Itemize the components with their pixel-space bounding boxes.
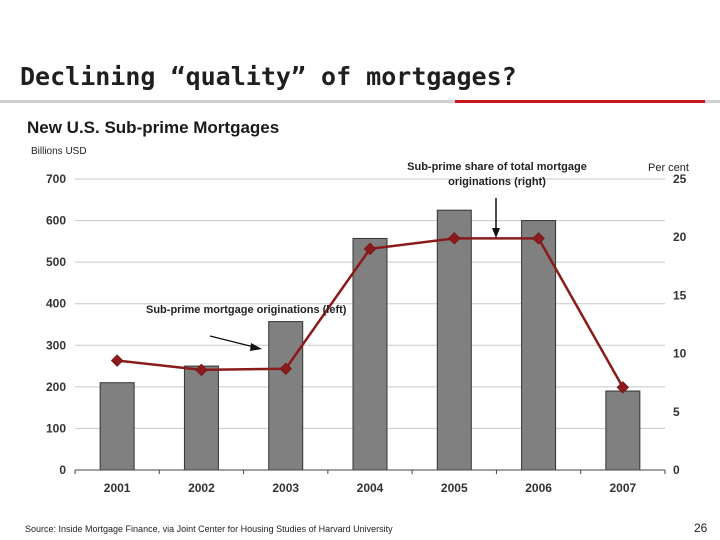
share-marker [279, 362, 293, 376]
chart-title: New U.S. Sub-prime Mortgages [27, 118, 280, 137]
page-number: 26 [694, 521, 708, 535]
bar [352, 237, 388, 471]
title-accent-bar [455, 100, 705, 103]
x-tick-label: 2007 [610, 481, 637, 495]
bar [99, 382, 135, 471]
y-left-tick-label: 500 [46, 255, 66, 269]
right-axis-unit: Per cent [648, 162, 689, 174]
x-tick-label: 2001 [104, 481, 131, 495]
x-tick-label: 2002 [188, 481, 215, 495]
annotation-share-right: Sub-prime share of total mortgage origin… [407, 161, 587, 188]
bar [268, 321, 304, 471]
y-right-tick-label: 5 [673, 405, 680, 419]
share-marker [195, 363, 208, 377]
left-axis-unit: Billions USD [31, 146, 87, 157]
y-left-tick-label: 400 [46, 297, 66, 311]
bar [605, 390, 641, 471]
y-right-tick-label: 0 [673, 463, 680, 477]
bar [436, 209, 472, 471]
annotation-arrowhead-left [250, 343, 262, 351]
x-tick-label: 2005 [441, 481, 468, 495]
x-tick-label: 2003 [272, 481, 299, 495]
y-right-tick-label: 25 [673, 172, 687, 186]
y-left-tick-label: 700 [46, 172, 66, 186]
annotation-arrow-left [209, 335, 255, 348]
source-note: Source: Inside Mortgage Finance, via Joi… [25, 524, 393, 534]
share-marker [532, 232, 545, 245]
share-marker [447, 232, 461, 245]
title-divider [0, 100, 720, 103]
share-marker [363, 242, 377, 256]
y-left-tick-label: 100 [46, 421, 66, 435]
share-marker [616, 381, 630, 394]
y-right-tick-label: 15 [673, 288, 687, 302]
y-left-tick-label: 200 [46, 380, 66, 394]
annotation-arrows [209, 198, 500, 351]
slide-title: Declining “quality” of mortgages? [20, 62, 517, 91]
y-left-tick-label: 300 [46, 338, 66, 352]
bar [183, 365, 219, 471]
annotation-originations-left: Sub-prime mortgage originations (left) [146, 304, 347, 316]
share-marker [110, 354, 124, 367]
y-left-tick-label: 600 [46, 214, 66, 228]
y-right-tick-label: 20 [673, 230, 687, 244]
line-series [110, 232, 630, 394]
bar [521, 220, 557, 471]
x-tick-label: 2004 [357, 481, 384, 495]
y-left-tick-label: 0 [59, 463, 66, 477]
x-tick-label: 2006 [525, 481, 552, 495]
axes: 0 100 200 300 400 500 600 700 0 5 10 15 20 25 2001 2002… [46, 172, 687, 495]
annotation-arrowhead-right [492, 228, 500, 238]
y-right-tick-label: 10 [673, 347, 687, 361]
